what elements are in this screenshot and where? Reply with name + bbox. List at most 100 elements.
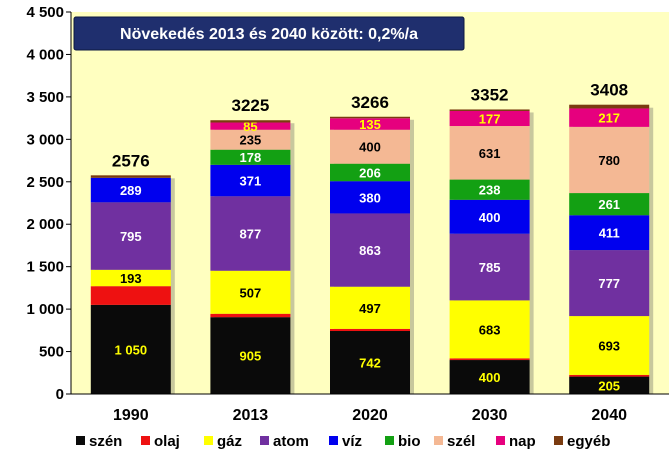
x-tick-label: 2020 [352, 407, 388, 424]
segment-label: 178 [240, 150, 262, 165]
segment-label: 795 [120, 229, 142, 244]
segment-label: 742 [359, 356, 381, 371]
bar-segment [210, 313, 291, 318]
legend-label: gáz [217, 433, 242, 450]
chart-title: Növekedés 2013 és 2040 között: 0,2%/a [120, 26, 418, 43]
bar-segment [569, 108, 650, 127]
y-tick-label: 2 500 [26, 174, 64, 191]
segment-label: 400 [479, 210, 501, 225]
segment-label: 863 [359, 243, 381, 258]
bar-segment [210, 270, 291, 314]
title-box-background [73, 16, 465, 51]
y-tick-label: 3 000 [26, 131, 64, 148]
bar-segment [330, 116, 410, 119]
legend-label: atom [273, 433, 309, 450]
bar-segment [90, 304, 171, 394]
legend-swatch [204, 436, 213, 445]
bar-segment [569, 316, 650, 375]
bar-segment [449, 233, 530, 301]
segment-label: 497 [359, 301, 381, 316]
bar-segment [90, 175, 171, 178]
segment-label: 411 [599, 226, 620, 241]
bar-segment [569, 376, 650, 394]
bar-segment [330, 118, 410, 130]
bar-segment [330, 286, 410, 329]
y-tick-label: 2 000 [26, 216, 64, 233]
segment-label: 400 [359, 140, 381, 155]
legend-swatch [554, 436, 563, 445]
segment-label: 631 [479, 146, 501, 161]
segment-label: 85 [243, 119, 257, 134]
bar-segment [569, 126, 650, 194]
legend-label: bio [398, 433, 421, 450]
legend-label: nap [509, 433, 536, 450]
y-tick-label: 4 500 [26, 4, 64, 21]
segment-label: 371 [240, 174, 262, 189]
bar-segment [569, 250, 650, 317]
bar-segment [330, 129, 410, 164]
legend-label: egyéb [567, 433, 610, 450]
bar-segment [90, 286, 171, 305]
y-tick-label: 1 000 [26, 301, 64, 318]
segment-label: 877 [240, 227, 262, 242]
x-tick-label: 2013 [233, 407, 269, 424]
segment-label: 206 [359, 165, 381, 180]
title-box: Növekedés 2013 és 2040 között: 0,2%/a [73, 16, 465, 51]
y-tick-label: 500 [39, 344, 64, 361]
legend-label: szén [89, 433, 122, 450]
bar-segment [449, 300, 530, 359]
segment-label: 400 [479, 370, 501, 385]
bar-segment [449, 358, 530, 361]
bar-segment [210, 120, 291, 123]
legend-swatch [329, 436, 338, 445]
segment-label: 777 [598, 276, 620, 291]
total-label: 3408 [590, 81, 628, 100]
bar-segment [449, 126, 530, 180]
y-tick-label: 1 500 [26, 259, 64, 276]
segment-label: 785 [479, 260, 501, 275]
bar-segment [210, 196, 291, 271]
total-label: 3352 [471, 85, 509, 104]
bar-segment [449, 179, 530, 200]
bar-segment [90, 177, 171, 203]
bar-segment [210, 129, 291, 150]
bar-segment [449, 109, 530, 111]
bar-segment [210, 149, 291, 165]
total-label: 3266 [351, 93, 389, 112]
bar-segment [449, 199, 530, 234]
segment-label: 905 [240, 349, 262, 364]
bar-segment [569, 215, 650, 251]
segment-label: 261 [598, 197, 620, 212]
y-axis: 0 500 1 000 1 500 2 000 2 500 3 000 3 500 4 000 4… [26, 4, 72, 403]
segment-label: 693 [598, 338, 620, 353]
legend-label: szél [447, 433, 475, 450]
legend-swatch [434, 436, 443, 445]
legend-swatch [76, 436, 85, 445]
segment-label: 135 [359, 117, 381, 132]
segment-label: 217 [598, 111, 620, 126]
bar-segment [330, 331, 410, 394]
segment-label: 205 [598, 378, 620, 393]
bar-segment [449, 360, 530, 394]
segment-label: 238 [479, 183, 501, 198]
bar-segment [210, 317, 291, 394]
segment-label: 683 [479, 322, 501, 337]
x-tick-label: 2030 [472, 407, 508, 424]
y-tick-label: 3 500 [26, 89, 64, 106]
bar-segment [569, 104, 650, 109]
legend-swatch [385, 436, 394, 445]
total-label: 3225 [231, 96, 269, 115]
bar-segment [569, 374, 650, 377]
bar-segment [330, 181, 410, 214]
y-tick-label: 4 000 [26, 46, 64, 63]
bar-segment [210, 122, 291, 130]
segment-label: 780 [598, 153, 620, 168]
segment-label: 193 [120, 271, 142, 286]
y-tick-label: 0 [56, 386, 64, 403]
segment-label: 1 050 [115, 342, 148, 357]
legend-swatch [260, 436, 269, 445]
segment-label: 289 [120, 183, 142, 198]
legend-label: olaj [154, 433, 180, 450]
